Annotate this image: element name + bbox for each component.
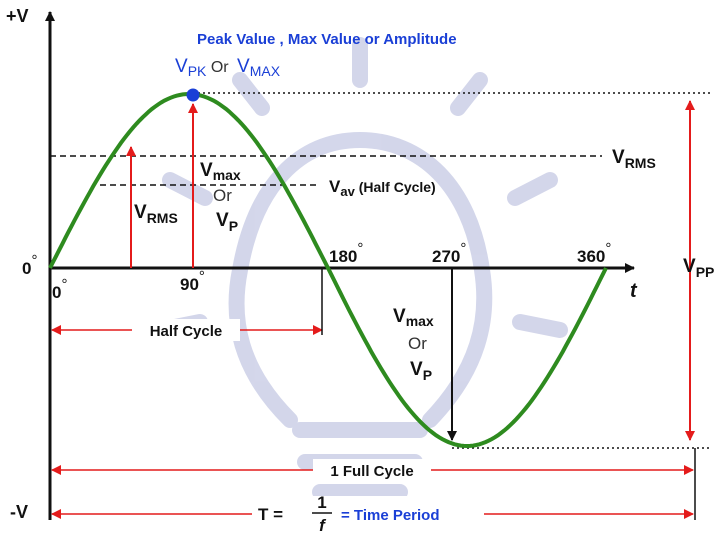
half-cycle-label-bg <box>132 319 240 341</box>
period-numerator: 1 <box>317 493 326 512</box>
vmax-top-label: Vmax <box>200 160 241 183</box>
x-axis-label: t <box>630 280 638 302</box>
average-label: Vav (Half Cycle) <box>329 177 436 199</box>
full-cycle-label: 1 Full Cycle <box>330 463 413 480</box>
period-label-bg <box>252 496 484 532</box>
angle-0-left: 0° <box>22 252 37 278</box>
vmax-bottom-label: Vmax <box>393 306 434 329</box>
y-pos-label: +V <box>6 6 29 26</box>
angle-360: 360° <box>577 240 611 266</box>
angle-0: 0° <box>52 276 67 302</box>
vpp-label: VPP <box>683 256 714 280</box>
half-cycle-label: Half Cycle <box>150 323 223 340</box>
full-cycle-label-bg <box>313 459 431 481</box>
peak-title: Peak Value , Max Value or Amplitude <box>197 31 457 48</box>
y-neg-label: -V <box>10 502 28 522</box>
vmax-top-or: Or <box>213 186 232 205</box>
sine-wave <box>48 91 608 449</box>
vp-top-label: VP <box>216 210 238 234</box>
period-suffix: = Time Period <box>341 507 440 524</box>
rms-arrow-label: VRMS <box>134 202 178 226</box>
period-denominator: f <box>319 516 327 535</box>
vp-bottom-label: VP <box>410 359 432 383</box>
peak-dot <box>186 88 200 102</box>
rms-right-label: VRMS <box>612 147 656 171</box>
angle-270: 270° <box>432 240 466 266</box>
angle-180: 180° <box>329 240 363 266</box>
vmax-bottom-or: Or <box>408 334 427 353</box>
angle-90: 90° <box>180 268 205 294</box>
period-t-eq: T = <box>258 505 283 524</box>
peak-symbols: VPK Or VMAX <box>175 56 281 79</box>
